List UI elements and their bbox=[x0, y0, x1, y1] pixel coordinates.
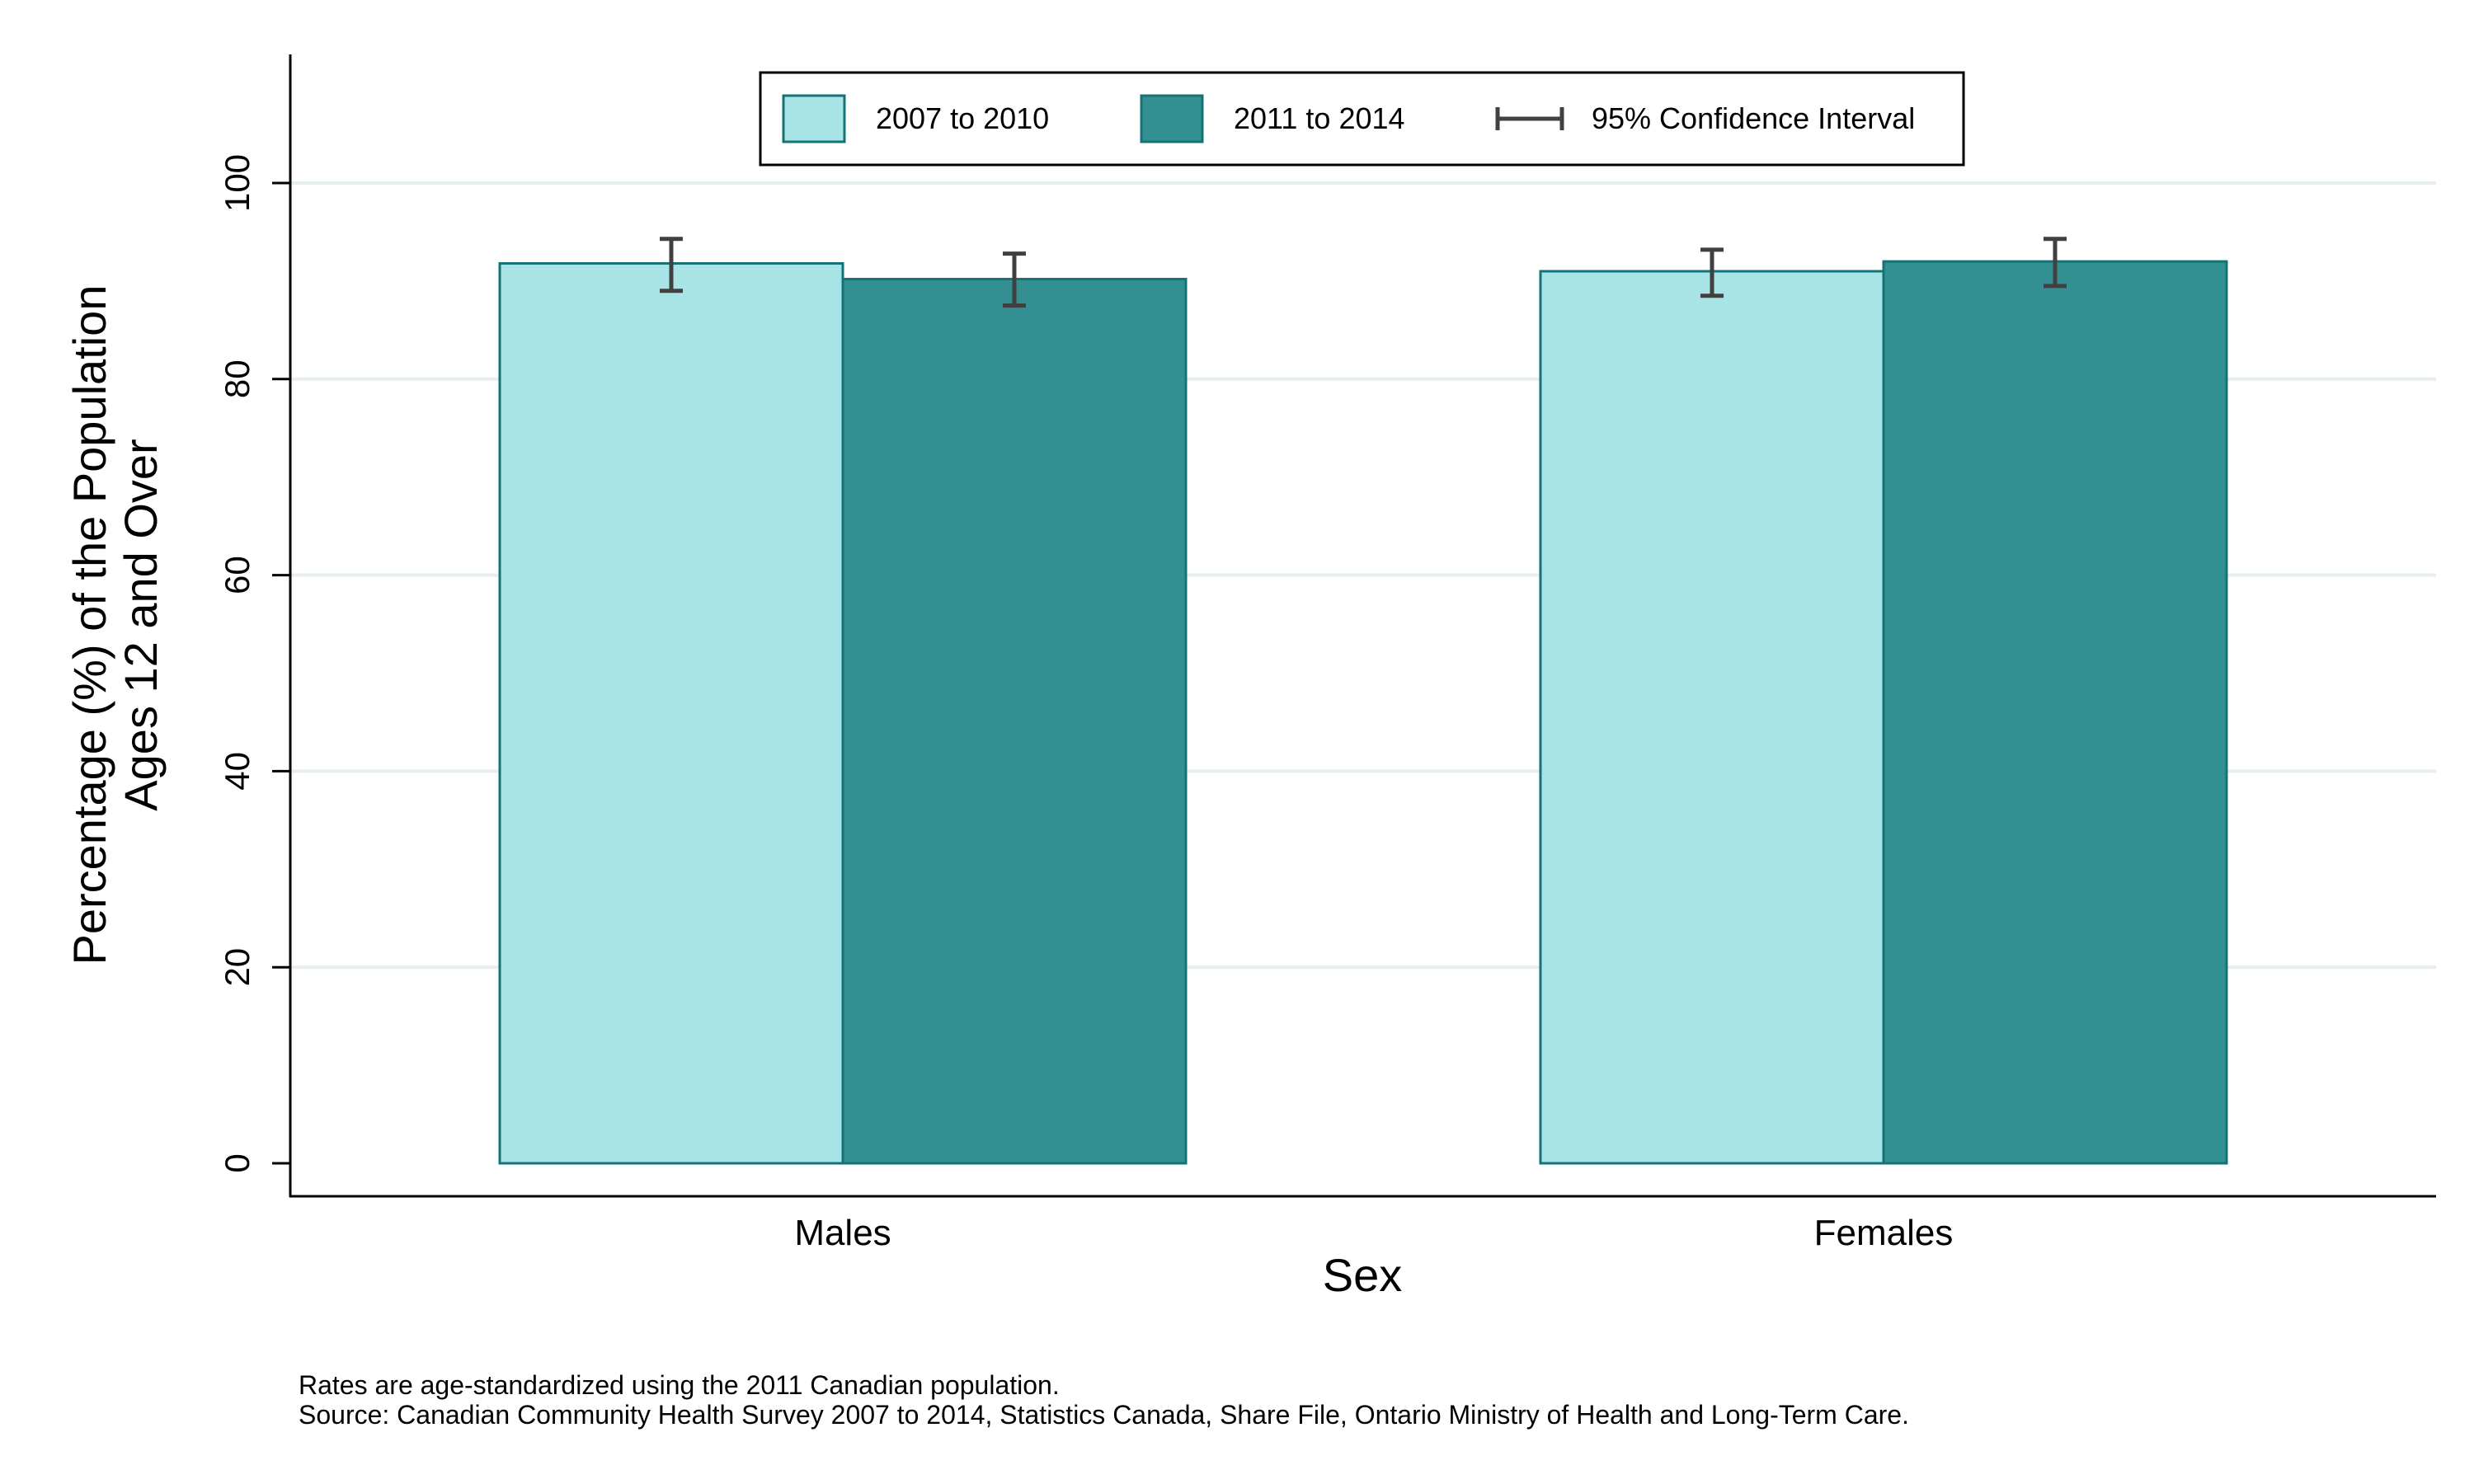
x-tick-labels: Males Females bbox=[794, 1213, 1953, 1253]
y-axis-title-line2: Ages 12 and Over bbox=[115, 439, 167, 810]
footnote-age-standardized: Rates are age-standardized using the 201… bbox=[299, 1370, 1060, 1400]
y-tick-label-40: 40 bbox=[218, 752, 256, 791]
legend-ci-icon bbox=[1495, 107, 1564, 130]
axes bbox=[289, 54, 2436, 1198]
error-bar-females-2007-to-2010 bbox=[1700, 247, 1724, 298]
bar-females-2007-to-2010 bbox=[1539, 270, 1885, 1165]
y-ticks: 0 20 40 60 80 100 bbox=[218, 154, 290, 1173]
error-bars bbox=[660, 237, 2067, 308]
error-bar-males-2011-to-2014 bbox=[1003, 251, 1026, 308]
bar-females-2011-to-2014 bbox=[1882, 260, 2228, 1165]
footnote-source: Source: Canadian Community Health Survey… bbox=[299, 1400, 1909, 1430]
error-bar-females-2011-to-2014 bbox=[2044, 237, 2067, 289]
error-bar-males-2007-to-2010 bbox=[660, 237, 683, 294]
legend-label-2007-2010: 2007 to 2010 bbox=[876, 101, 1049, 135]
legend-swatch-2011-2014 bbox=[1140, 94, 1204, 143]
legend-swatch-2007-2010 bbox=[782, 94, 846, 143]
y-axis-title-line1: Percentage (%) of the Population bbox=[63, 285, 115, 965]
x-tick-label-females: Females bbox=[1814, 1213, 1954, 1253]
y-tick-label-80: 80 bbox=[218, 359, 256, 398]
bar-males-2011-to-2014 bbox=[841, 278, 1188, 1165]
y-tick-label-100: 100 bbox=[218, 154, 256, 212]
legend-label-2011-2014: 2011 to 2014 bbox=[1234, 101, 1405, 135]
legend: 2007 to 2010 2011 to 2014 95% Confidence… bbox=[759, 71, 1965, 167]
legend-box bbox=[759, 71, 1965, 167]
x-tick-label-males: Males bbox=[794, 1213, 891, 1253]
bar-males-2007-to-2010 bbox=[498, 261, 844, 1165]
y-tick-label-60: 60 bbox=[218, 556, 256, 594]
bars bbox=[498, 260, 2228, 1165]
y-tick-label-0: 0 bbox=[218, 1153, 256, 1172]
y-tick-label-20: 20 bbox=[218, 948, 256, 987]
x-axis-title: Sex bbox=[1323, 1249, 1403, 1301]
legend-label-ci: 95% Confidence Interval bbox=[1592, 101, 1915, 135]
